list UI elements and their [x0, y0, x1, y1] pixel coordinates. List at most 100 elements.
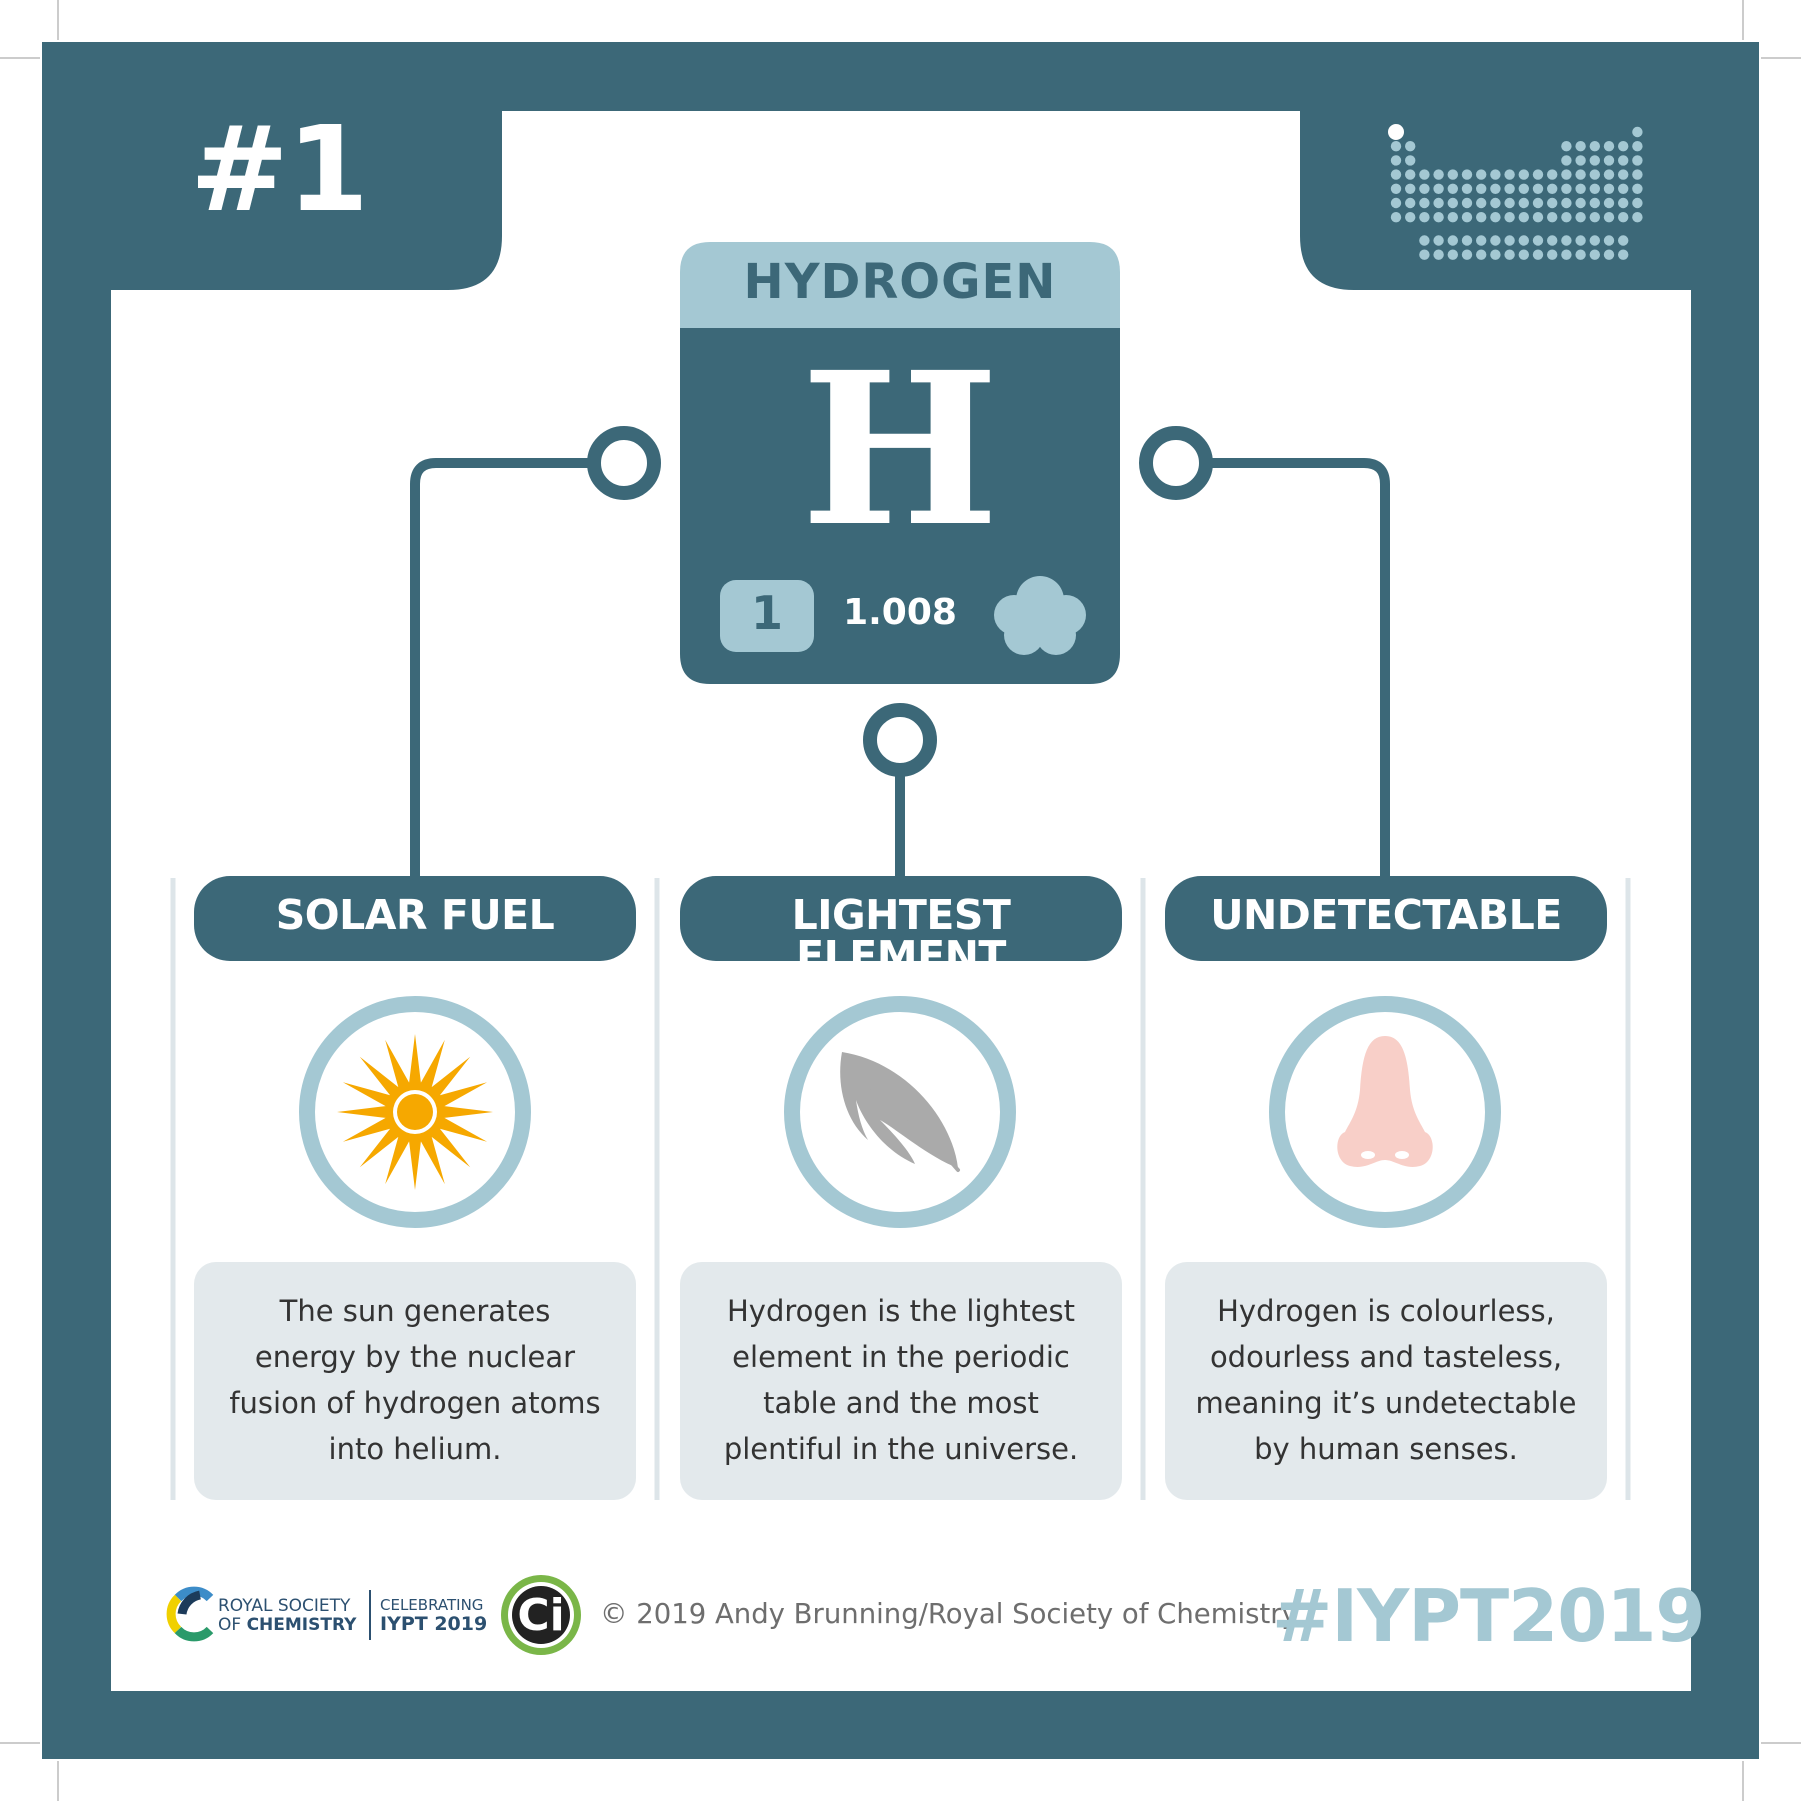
periodic-table-dot [1447, 197, 1459, 209]
periodic-table-icon [1388, 124, 1643, 260]
periodic-table-dot [1433, 212, 1444, 223]
periodic-table-dot [1490, 183, 1501, 194]
periodic-table-dot [1419, 197, 1430, 209]
periodic-table-dot [1405, 141, 1416, 152]
periodic-table-dot [1561, 183, 1572, 194]
periodic-table-dot [1476, 183, 1487, 194]
periodic-table-dot [1532, 183, 1544, 194]
periodic-table-dot [1419, 169, 1430, 180]
periodic-table-dot [1589, 169, 1601, 180]
periodic-table-dot [1504, 197, 1515, 209]
periodic-table-dot [1388, 124, 1404, 140]
periodic-table-dot [1589, 212, 1601, 223]
description-line: fusion of hydrogen atoms [229, 1386, 601, 1420]
hashtag: #IYPT2019 [1272, 1574, 1706, 1658]
periodic-table-dot [1504, 169, 1515, 180]
periodic-table-dot [1504, 183, 1515, 194]
periodic-table-dot [1603, 169, 1615, 180]
rsc-logo-text-line2: OF CHEMISTRY [218, 1617, 356, 1634]
periodic-table-dot [1547, 249, 1558, 260]
periodic-table-dot [1532, 169, 1544, 180]
periodic-table-dot [1561, 169, 1572, 180]
periodic-table-dot [1405, 155, 1416, 166]
periodic-table-dot [1433, 183, 1444, 194]
copyright-text: © 2019 Andy Brunning/Royal Society of Ch… [600, 1598, 1298, 1630]
periodic-table-dot [1476, 235, 1487, 246]
periodic-table-dot [1447, 249, 1459, 260]
periodic-table-dot [1603, 235, 1615, 246]
connector-nodes [587, 426, 1213, 777]
iypt-text: IYPT 2019 [380, 1613, 488, 1635]
fact-description-solar-fuel: The sun generates energy by the nuclear … [194, 1288, 636, 1472]
periodic-table-dot [1561, 197, 1572, 209]
periodic-table-dot [1518, 183, 1530, 194]
fact-description-panels [194, 1262, 1607, 1500]
element-symbol: H [800, 326, 1000, 573]
periodic-table-dot [1390, 155, 1402, 166]
element-tile-header [680, 242, 1120, 328]
description-line: energy by the nuclear [254, 1340, 576, 1374]
periodic-table-dot [1561, 212, 1572, 223]
periodic-table-dot [1618, 183, 1629, 194]
periodic-table-dot [1461, 169, 1473, 180]
periodic-table-dot [1575, 183, 1586, 194]
periodic-table-dot [1461, 249, 1473, 260]
element-name: HYDROGEN [743, 254, 1057, 310]
connector-node-center [863, 703, 937, 777]
periodic-table-dot [1575, 155, 1586, 166]
periodic-table-dot [1618, 212, 1629, 223]
card-number: #1 [190, 100, 369, 238]
periodic-table-dot [1547, 183, 1558, 194]
periodic-table-dot [1547, 235, 1558, 246]
periodic-table-dot [1518, 249, 1530, 260]
periodic-table-dot [1589, 249, 1601, 260]
periodic-table-dot [1532, 212, 1544, 223]
periodic-table-dot [1476, 169, 1487, 180]
periodic-table-dot [1561, 235, 1572, 246]
periodic-table-dot [1405, 197, 1416, 209]
fact-title-lightest-element: LIGHTEST ELEMENT [791, 891, 1011, 980]
periodic-table-dot [1461, 183, 1473, 194]
periodic-table-dot [1632, 183, 1643, 194]
periodic-table-dot [1518, 212, 1530, 223]
periodic-table-dot [1447, 235, 1459, 246]
feather-icon [840, 1052, 960, 1172]
rsc-line2-bold: CHEMISTRY [246, 1615, 357, 1635]
ci-logo-text: Ci [517, 1590, 565, 1641]
periodic-table-dot [1476, 212, 1487, 223]
periodic-table-dot [1603, 155, 1615, 166]
periodic-table-dot [1419, 212, 1430, 223]
description-line: Hydrogen is colourless, [1217, 1294, 1555, 1328]
description-line: element in the periodic [732, 1340, 1070, 1374]
periodic-table-dot [1603, 249, 1615, 260]
periodic-table-dot [1490, 235, 1501, 246]
rsc-logo-text-line1: ROYAL SOCIETY [218, 1596, 351, 1616]
periodic-table-dot [1490, 169, 1501, 180]
fact-title-undetectable: UNDETECTABLE [1210, 891, 1562, 939]
periodic-table-dot [1405, 183, 1416, 194]
atomic-number: 1 [750, 586, 783, 640]
periodic-table-dot [1419, 249, 1430, 260]
periodic-table-dot [1575, 141, 1586, 152]
periodic-table-dot [1504, 212, 1515, 223]
column-dividers [170, 878, 1631, 1500]
periodic-table-dot [1589, 183, 1601, 194]
periodic-table-dot [1390, 183, 1402, 194]
periodic-table-dot [1618, 235, 1629, 246]
periodic-table-dot [1547, 197, 1558, 209]
nose-icon [1337, 1036, 1433, 1167]
periodic-table-dot [1532, 197, 1544, 209]
periodic-table-dot [1390, 212, 1402, 223]
periodic-table-dot [1618, 141, 1629, 152]
periodic-table-dot [1518, 169, 1530, 180]
periodic-table-dot [1632, 212, 1643, 223]
periodic-table-dot [1618, 197, 1629, 209]
periodic-table-dot [1532, 249, 1544, 260]
description-line: meaning it’s undetectable [1195, 1386, 1577, 1420]
ci-logo-icon [501, 1575, 581, 1655]
description-line: into helium. [328, 1432, 502, 1466]
periodic-table-dot [1589, 235, 1601, 246]
connector-lines [410, 458, 1390, 883]
